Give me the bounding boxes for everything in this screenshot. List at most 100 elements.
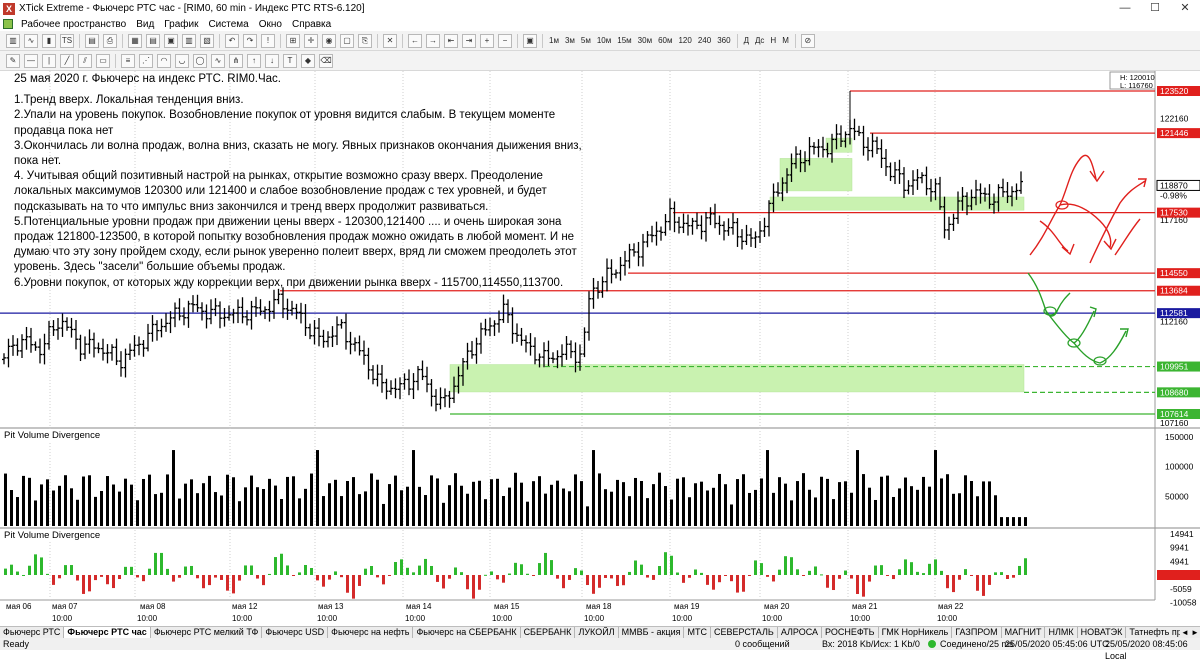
attach-icon[interactable]: ⎘	[358, 33, 372, 48]
snapshot-icon[interactable]: ◉	[322, 33, 336, 48]
period-week[interactable]: Н	[770, 36, 777, 45]
timeframe-120[interactable]: 120	[678, 36, 692, 45]
volume-bar	[52, 490, 55, 526]
arrow-left-icon[interactable]: ←	[408, 33, 422, 48]
timeframe-240[interactable]: 240	[697, 36, 712, 45]
chart-window-icon[interactable]: ▣	[164, 33, 178, 48]
maximize-button[interactable]: ☐	[1150, 2, 1160, 14]
period-month[interactable]: М	[782, 36, 789, 45]
tab-2[interactable]: Фьючерс РТС мелкий ТФ	[151, 627, 263, 638]
tab-10[interactable]: СЕВЕРСТАЛЬ	[711, 627, 778, 638]
timeframe-60m[interactable]: 60м	[658, 36, 673, 45]
tab-scroll-right-icon[interactable]: ►	[1191, 628, 1199, 637]
menu-chart[interactable]: График	[164, 18, 199, 30]
menu-help[interactable]: Справка	[291, 18, 332, 30]
tab-4[interactable]: Фьючерс на нефть	[328, 627, 414, 638]
tab-16[interactable]: НЛМК	[1045, 627, 1078, 638]
table-icon[interactable]: ▤	[146, 33, 160, 48]
window-icon[interactable]: ▣	[523, 33, 537, 48]
capture-icon[interactable]: ▢	[340, 33, 354, 48]
period-day-session[interactable]: Дс	[754, 36, 765, 45]
tab-1[interactable]: Фьючерс РТС час	[64, 627, 151, 638]
hline-icon[interactable]: ―	[24, 53, 38, 68]
tab-17[interactable]: НОВАТЭК	[1078, 627, 1127, 638]
arrow-right-icon[interactable]: →	[426, 33, 440, 48]
timeframe-3m[interactable]: 3м	[564, 36, 575, 45]
arrow-up-icon[interactable]: ↑	[247, 53, 261, 68]
tab-6[interactable]: СБЕРБАНК	[521, 627, 576, 638]
volume-bar	[712, 487, 715, 526]
pitchfork-icon[interactable]: ⋔	[229, 53, 243, 68]
eraser-icon[interactable]: ⌫	[319, 53, 333, 68]
pencil-icon[interactable]: ✎	[6, 53, 20, 68]
channel-icon[interactable]: ⫽	[78, 53, 92, 68]
timeframe-5m[interactable]: 5м	[580, 36, 591, 45]
undo-icon[interactable]: ↶	[225, 33, 239, 48]
menu-workspace[interactable]: Рабочее пространство	[21, 18, 127, 30]
grid-icon[interactable]: ▦	[128, 33, 142, 48]
line-chart-icon[interactable]: ∿	[24, 33, 38, 48]
ts-icon[interactable]: TS	[60, 33, 74, 48]
date-label: мая 20	[764, 602, 790, 611]
layers-icon[interactable]: ▧	[200, 33, 214, 48]
vline-icon[interactable]: |	[42, 53, 56, 68]
volume-bar	[538, 476, 541, 526]
close-button[interactable]: ✕	[1180, 2, 1190, 14]
tab-18[interactable]: Татнефть пр	[1126, 627, 1186, 638]
tab-9[interactable]: МТС	[684, 627, 711, 638]
chart-area[interactable]: H: 120010 L: 116760 122160 117160 112160 1071…	[0, 71, 1200, 626]
gann-icon[interactable]: ⋰	[139, 53, 153, 68]
crosshair-icon[interactable]: ✛	[304, 33, 318, 48]
timeframe-360[interactable]: 360	[717, 36, 731, 45]
timeframe-30m[interactable]: 30м	[637, 36, 653, 45]
minimize-button[interactable]: —	[1119, 2, 1131, 14]
zoom-in-icon[interactable]: +	[480, 33, 494, 48]
fibo-icon[interactable]: ≡	[121, 53, 135, 68]
zoom-icon[interactable]: ⊞	[286, 33, 300, 48]
redo-icon[interactable]: ↷	[243, 33, 257, 48]
zoom-out-icon[interactable]: −	[498, 33, 512, 48]
tab-14[interactable]: ГАЗПРОМ	[952, 627, 1002, 638]
menu-system[interactable]: Система	[208, 18, 249, 30]
tab-8[interactable]: ММВБ - акция	[619, 627, 685, 638]
print-icon[interactable]: ⎙	[103, 33, 117, 48]
tab-3[interactable]: Фьючерс USD	[262, 627, 329, 638]
menu-view[interactable]: Вид	[136, 18, 155, 30]
divergence-bar	[676, 572, 679, 575]
tab-scroll-left-icon[interactable]: ◄	[1181, 628, 1189, 637]
scroll-right-icon[interactable]: ⇥	[462, 33, 476, 48]
timeframe-10m[interactable]: 10м	[596, 36, 612, 45]
candle-icon[interactable]: ▮	[42, 33, 56, 48]
timeframe-15m[interactable]: 15м	[617, 36, 632, 45]
tab-7[interactable]: ЛУКОЙЛ	[575, 627, 619, 638]
rect-icon[interactable]: ▭	[96, 53, 110, 68]
cycle-icon[interactable]: ◠	[157, 53, 171, 68]
volume-bar	[472, 481, 475, 526]
timeframe-1m[interactable]: 1м	[549, 36, 559, 45]
marker-icon[interactable]: ◆	[301, 53, 315, 68]
period-day[interactable]: Д	[743, 36, 749, 45]
ellipse-icon[interactable]: ◯	[193, 53, 207, 68]
trendline-icon[interactable]: ╱	[60, 53, 74, 68]
divergence-bar	[868, 575, 871, 582]
arrow-down-icon[interactable]: ↓	[265, 53, 279, 68]
lightbulb-icon[interactable]: !	[261, 33, 275, 48]
tab-0[interactable]: Фьючерс РТС	[0, 627, 65, 638]
arc-icon[interactable]: ◡	[175, 53, 189, 68]
bar-chart-icon[interactable]: ▥	[6, 33, 20, 48]
text-tool-icon[interactable]: T	[283, 53, 297, 68]
divergence-bar	[664, 552, 667, 575]
tab-5[interactable]: Фьючерс на СБЕРБАНК	[413, 627, 521, 638]
page-icon[interactable]: ▤	[85, 33, 99, 48]
indicator-icon[interactable]: ▥	[182, 33, 196, 48]
link-icon[interactable]: ⊘	[800, 33, 815, 48]
cross-tool-icon[interactable]: ✕	[383, 33, 397, 48]
scroll-left-icon[interactable]: ⇤	[444, 33, 458, 48]
tab-15[interactable]: МАГНИТ	[1002, 627, 1046, 638]
menu-window[interactable]: Окно	[258, 18, 282, 30]
tab-13[interactable]: ГМК НорНикель	[879, 627, 953, 638]
tab-11[interactable]: АЛРОСА	[778, 627, 823, 638]
wave-icon[interactable]: ∿	[211, 53, 225, 68]
tab-12[interactable]: РОСНЕФТЬ	[822, 627, 879, 638]
